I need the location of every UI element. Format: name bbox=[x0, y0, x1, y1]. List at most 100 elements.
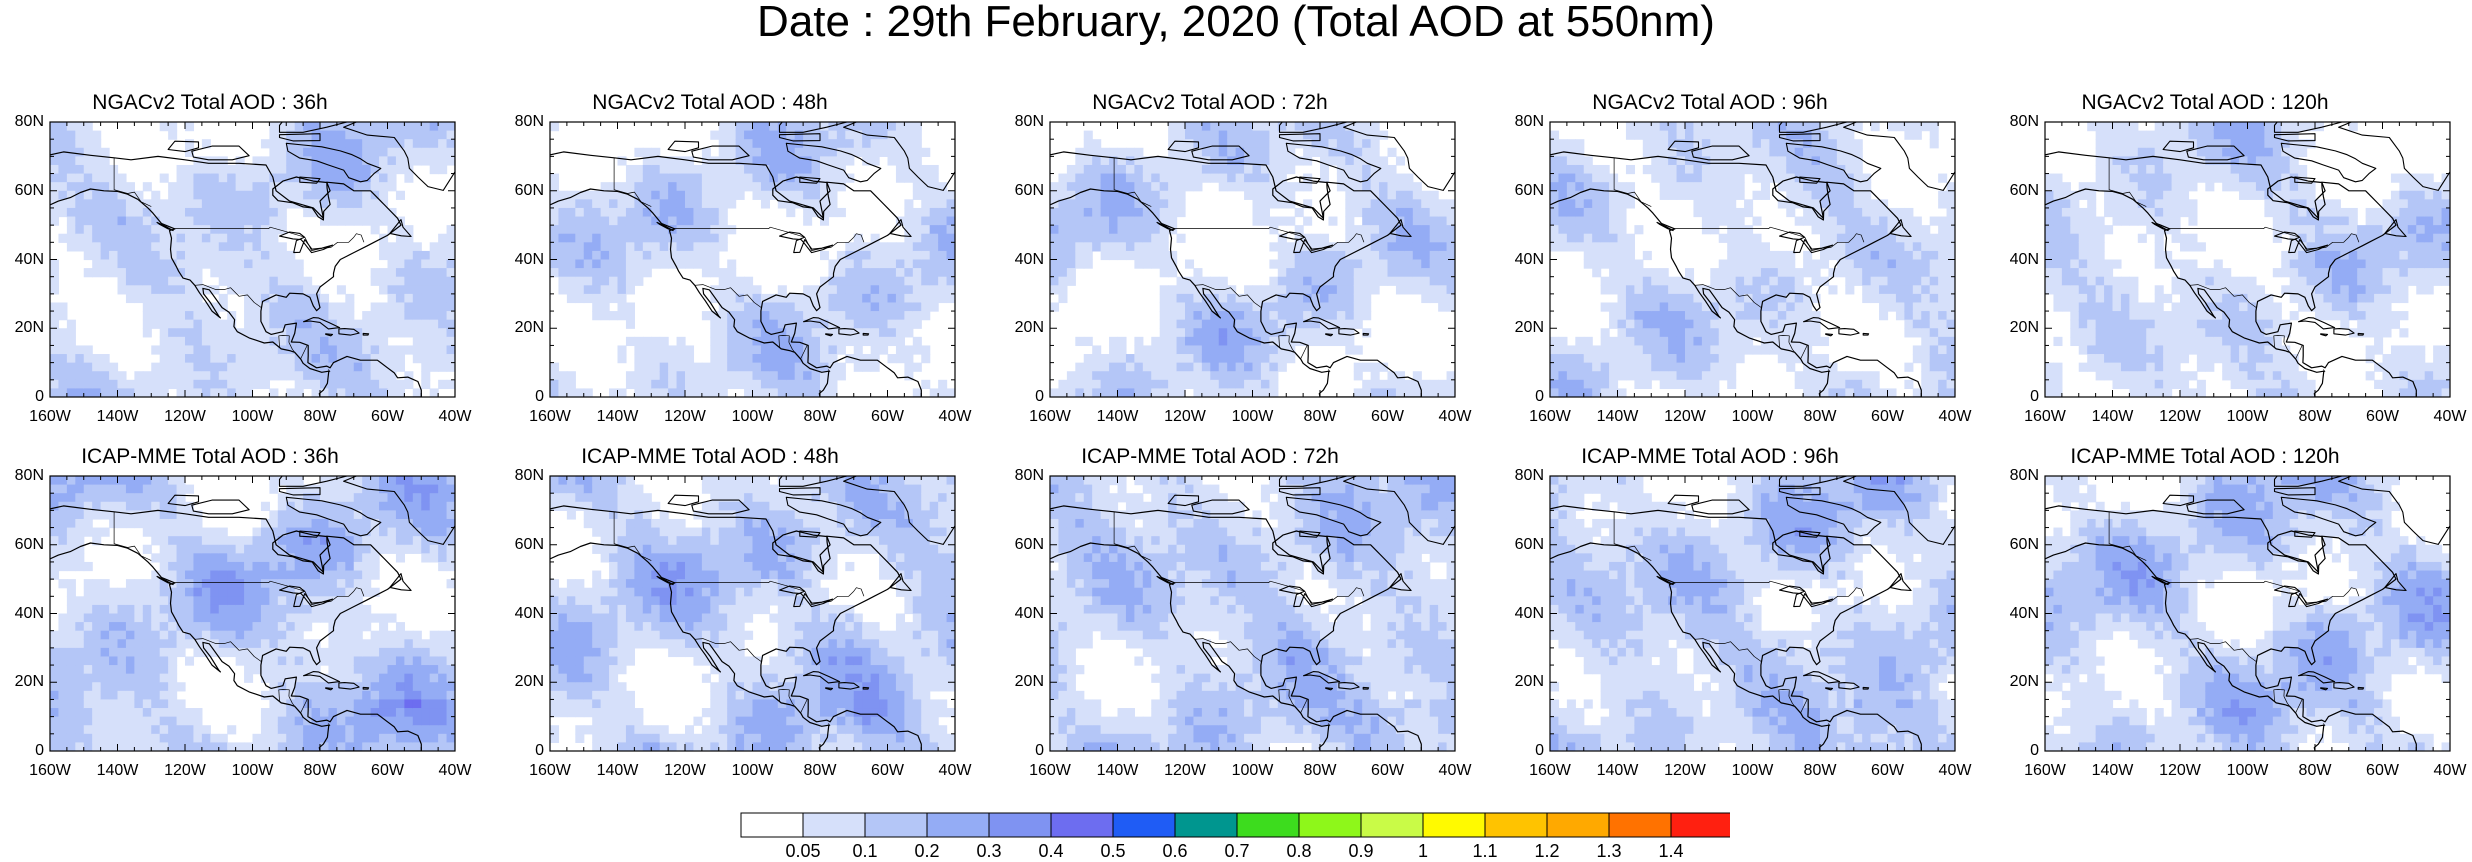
lon-tick-label: 80W bbox=[1303, 762, 1337, 779]
country-border bbox=[1613, 157, 1652, 207]
lat-tick-label: 40N bbox=[2009, 250, 2039, 268]
lon-tick-label: 80W bbox=[803, 408, 837, 425]
lon-tick-label: 120W bbox=[664, 408, 706, 425]
lon-tick-label: 140W bbox=[1096, 762, 1139, 779]
lon-tick-label: 100W bbox=[231, 408, 274, 425]
lat-tick-label: 80N bbox=[14, 113, 44, 130]
lon-tick-label: 80W bbox=[803, 762, 837, 779]
island-outline bbox=[1362, 332, 1370, 336]
aod-map bbox=[2044, 121, 2451, 398]
island-outline bbox=[1389, 573, 1412, 592]
lon-tick-label: 160W bbox=[529, 762, 571, 779]
island-outline bbox=[1299, 176, 1321, 184]
island-outline bbox=[278, 487, 321, 496]
aod-map bbox=[1049, 475, 1456, 752]
coastline bbox=[2045, 151, 2417, 397]
country-border bbox=[1788, 696, 1795, 707]
lat-tick-label: 40N bbox=[1514, 604, 1544, 622]
lat-tick-label: 40N bbox=[514, 604, 544, 622]
hudson-bay-coastline bbox=[1772, 530, 1831, 575]
lon-tick-label: 160W bbox=[1529, 762, 1571, 779]
country-border bbox=[173, 226, 365, 251]
lon-tick-label: 140W bbox=[96, 762, 139, 779]
map-panel-icap-mme-48h: ICAP-MME Total AOD : 48h 80N 60N 40N 20N 0 160… bbox=[500, 446, 972, 786]
lon-tick-label: 120W bbox=[1164, 408, 1206, 425]
colorbar-label: 0.6 bbox=[1162, 841, 1188, 861]
aod-shading bbox=[1550, 122, 1955, 397]
aod-map bbox=[1549, 475, 1956, 752]
lat-tick-label: 80N bbox=[1514, 467, 1544, 484]
island-outline bbox=[1191, 499, 1250, 515]
island-outline bbox=[825, 333, 834, 337]
country-border bbox=[673, 226, 865, 251]
panel-title: ICAP-MME Total AOD : 72h bbox=[1081, 445, 1339, 468]
island-outline bbox=[1278, 476, 1350, 487]
country-border bbox=[1288, 342, 1295, 353]
country-border bbox=[1300, 699, 1308, 713]
country-border bbox=[800, 345, 808, 359]
island-outline bbox=[1156, 575, 1174, 586]
island-outline bbox=[389, 219, 412, 238]
colorbar-swatches bbox=[740, 812, 1734, 838]
lat-tick-label: 20N bbox=[1514, 319, 1544, 337]
island-outline bbox=[2333, 328, 2355, 336]
island-outline bbox=[667, 494, 700, 507]
lat-tick-label: 60N bbox=[14, 535, 44, 553]
country-border bbox=[1278, 689, 1290, 702]
lon-tick-label: 40W bbox=[1438, 762, 1472, 779]
lon-tick-label: 160W bbox=[29, 762, 71, 779]
island-outline bbox=[2273, 122, 2345, 133]
island-outline bbox=[1825, 687, 1834, 691]
colorbar-swatch bbox=[988, 812, 1052, 838]
island-outline bbox=[1362, 686, 1370, 690]
island-outline bbox=[1325, 333, 1334, 337]
lon-tick-label: 60W bbox=[2366, 408, 2399, 425]
colorbar-label: 1.4 bbox=[1658, 841, 1684, 861]
island-outline bbox=[778, 487, 821, 496]
country-border bbox=[2108, 511, 2147, 561]
island-outline bbox=[2273, 487, 2316, 496]
island-outline bbox=[285, 142, 382, 183]
country-border bbox=[2295, 345, 2303, 359]
country-border bbox=[1328, 723, 1331, 727]
lat-tick-label: 40N bbox=[14, 250, 44, 268]
map-panel-icap-mme-120h: ICAP-MME Total AOD : 120h 80N 60N 40N 20N 0 16… bbox=[1995, 446, 2467, 786]
island-outline bbox=[1667, 140, 1700, 153]
country-border bbox=[2168, 226, 2360, 251]
lon-tick-label: 120W bbox=[1164, 762, 1206, 779]
island-outline bbox=[1778, 122, 1850, 133]
lat-tick-label: 0 bbox=[1035, 742, 1044, 759]
island-outline bbox=[1389, 219, 1412, 238]
island-outline bbox=[843, 122, 955, 191]
island-outline bbox=[302, 317, 341, 330]
country-border bbox=[1288, 696, 1295, 707]
island-outline bbox=[799, 176, 821, 184]
island-outline bbox=[278, 133, 321, 142]
island-outline bbox=[656, 221, 674, 232]
lat-tick-label: 20N bbox=[2009, 319, 2039, 337]
island-outline bbox=[1691, 499, 1750, 515]
great-lakes-outline bbox=[278, 585, 334, 608]
lat-tick-label: 20N bbox=[1014, 673, 1044, 691]
country-border bbox=[1828, 723, 1831, 727]
lon-tick-label: 100W bbox=[1231, 762, 1274, 779]
coastline bbox=[1050, 505, 1422, 751]
country-border bbox=[1278, 335, 1290, 348]
country-border bbox=[2283, 696, 2290, 707]
lat-tick-label: 40N bbox=[1514, 250, 1544, 268]
country-border bbox=[1300, 345, 1308, 359]
lon-tick-label: 40W bbox=[938, 408, 972, 425]
island-outline bbox=[156, 575, 174, 586]
hudson-bay-coastline bbox=[272, 176, 331, 221]
island-outline bbox=[2162, 494, 2195, 507]
country-border bbox=[1194, 284, 1263, 309]
island-outline bbox=[167, 140, 200, 153]
colorbar-swatch bbox=[926, 812, 990, 838]
island-outline bbox=[2273, 133, 2316, 142]
island-outline bbox=[167, 494, 200, 507]
colorbar-label: 1.2 bbox=[1534, 841, 1560, 861]
island-outline bbox=[278, 476, 350, 487]
lat-tick-label: 60N bbox=[1014, 181, 1044, 199]
lat-tick-label: 0 bbox=[35, 388, 44, 405]
colorbar-swatch bbox=[1174, 812, 1238, 838]
